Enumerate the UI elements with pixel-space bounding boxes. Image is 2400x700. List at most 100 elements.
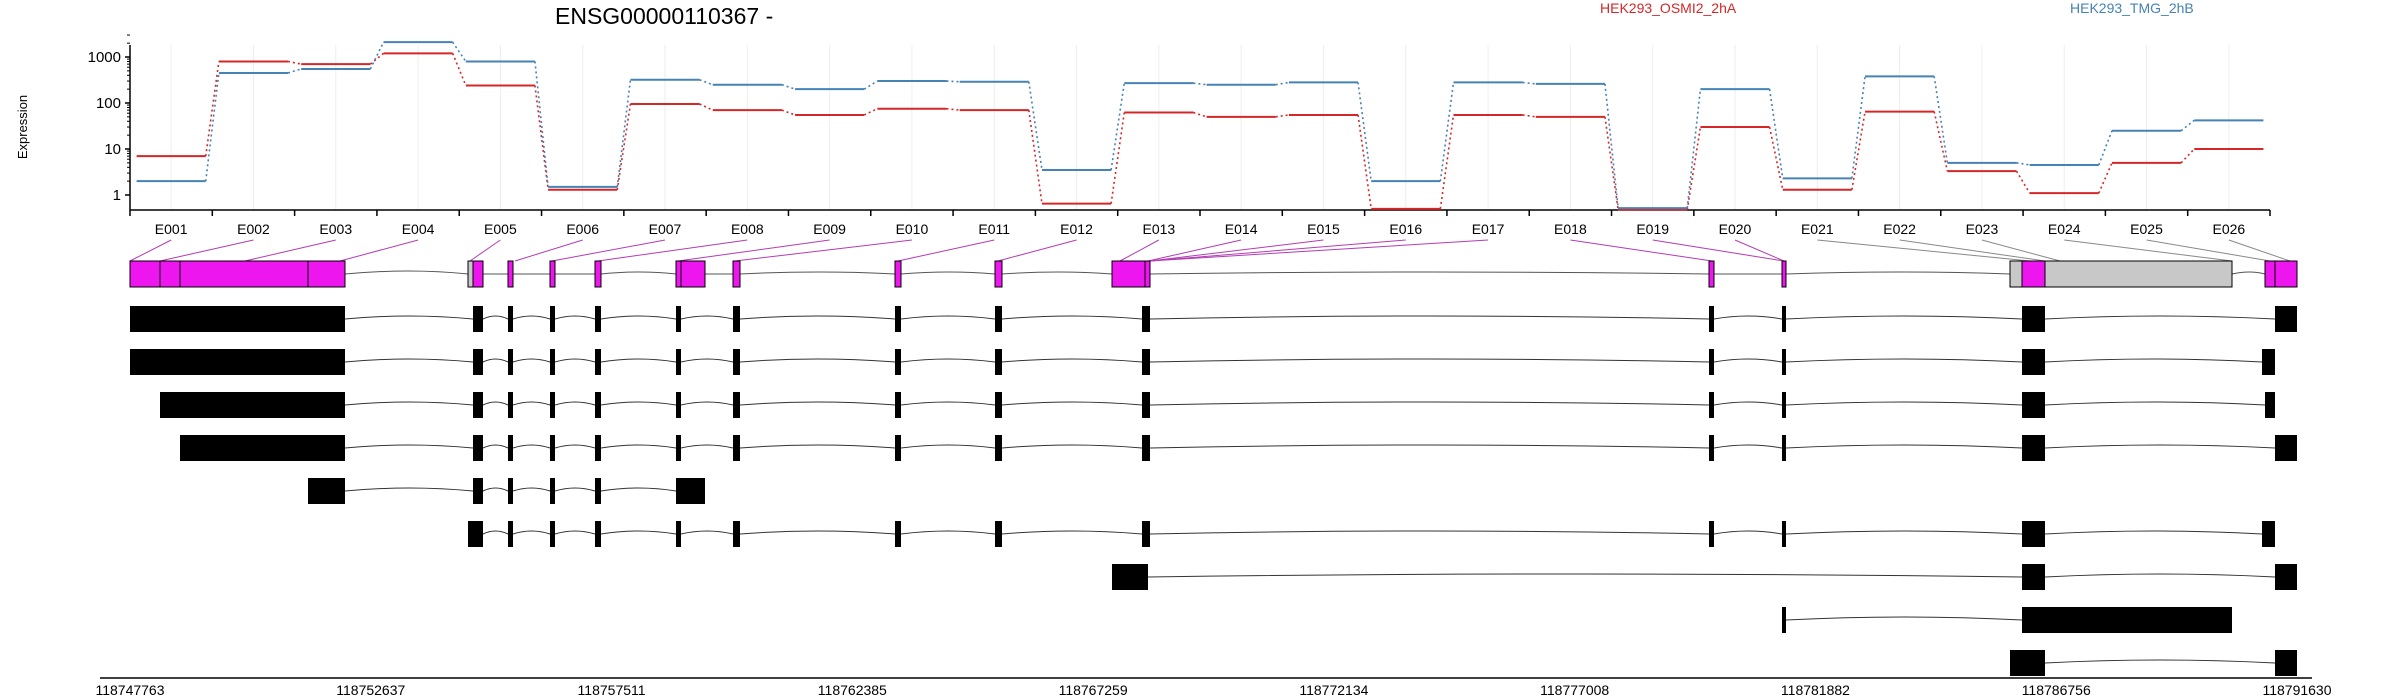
transcript-intron [2044,358,2263,363]
series-connector [1522,81,1536,85]
transcript-exon [2275,435,2297,461]
transcript-exon [895,392,901,418]
transcript-intron [482,444,509,449]
series-connector [1933,76,1949,163]
series-2 [136,41,2264,210]
exon-connector [1652,239,1785,262]
transcript-exon [1782,521,1786,547]
transcript-exon [1782,306,1786,332]
transcript-exon [2022,435,2045,461]
series-connector [1851,76,1866,179]
transcript-exon [1782,392,1786,418]
exon-ticks: E001 E002 E003 E004 E005 E006 E007 E008 E009 E010… [129,210,2271,237]
transcript-exon [895,349,901,375]
gene-model [129,260,2298,288]
transcript-exon [473,306,483,332]
transcript-intron [739,444,896,449]
coordinate-label: 118772134 [1299,682,1368,698]
exon-label: E015 [1307,221,1340,237]
transcript-intron [482,487,509,492]
transcript-exon [473,478,483,504]
transcript-exon [1142,306,1150,332]
series-connector [2016,162,2030,166]
transcript-intron [554,444,596,449]
transcript-exon [2022,392,2045,418]
transcript-exon [676,521,681,547]
transcript-intron [482,315,509,320]
series-connector [1686,126,1702,210]
transcript-intron [482,530,509,535]
transcript-intron [1713,530,1783,535]
exon-box [594,260,602,288]
series-connector [863,108,878,116]
series-connector [204,72,220,182]
transcript-exon [895,435,901,461]
transcript-exon [180,435,345,461]
series-connector [1768,89,1784,179]
transcript-intron [2044,401,2266,406]
transcript-exon [676,478,705,504]
exon-connector [734,239,912,262]
transcript-exon [2022,607,2232,633]
series-connector [1686,89,1702,209]
genomic-axis: 118747763 118752637 118757511 118762385 1187… [95,677,2332,698]
transcript-exon [1112,564,1148,590]
coordinate-label: 118762385 [818,682,887,698]
transcript-intron [1713,444,1783,449]
exon-box [307,260,346,288]
series-connector [2098,162,2113,194]
transcript-exon [1782,349,1786,375]
transcript-exon [2022,564,2045,590]
y-tick-label: 1 [113,187,121,204]
exon-connector [1149,239,1406,262]
exon-box [549,260,556,288]
transcript-exon [508,478,513,504]
exon-connector [2064,239,2233,262]
y-axis-label: Expression [15,95,30,159]
transcript-exon [995,306,1002,332]
exon-connector [597,239,748,262]
transcript-exon [2022,521,2045,547]
exon-connector [514,239,583,262]
axes: 1 10 100 1000 [88,34,2270,211]
transcript-exon [2262,521,2275,547]
exon-label: E012 [1060,221,1093,237]
transcript-intron [600,358,677,363]
exon-label: E002 [237,221,270,237]
exon-label: E017 [1472,221,1505,237]
exon-box [472,260,484,288]
transcript-exon [595,435,601,461]
transcript-intron [900,315,996,320]
transcript-3 [160,392,2275,418]
exon-connector [1149,239,1489,262]
transcript-exon [595,392,601,418]
exon-connector [1817,239,2031,262]
transcript-intron [1785,401,2023,406]
exon-connector [159,239,254,262]
transcript-exon [995,349,1002,375]
series-connector [1193,82,1207,86]
exon-connector [469,239,501,262]
series-connector [534,61,549,187]
series-connector [1522,114,1536,118]
series-connector [1439,114,1455,209]
transcript-exon [676,306,681,332]
exon-box [1781,260,1787,288]
exon-box [179,260,309,288]
exon-label: E016 [1389,221,1422,237]
transcript-intron [482,401,509,406]
transcript-exon [550,306,555,332]
exon-connector [677,239,830,262]
exon-box [507,260,514,288]
transcript-intron [2044,573,2276,578]
transcript-exon [595,521,601,547]
series-connector [2180,148,2195,164]
transcript-exon [1142,435,1150,461]
transcript-intron [344,315,474,320]
transcript-intron [1149,530,1710,535]
coordinate-label: 118752637 [336,682,405,698]
transcript-intron [344,358,474,363]
transcript-intron [512,444,551,449]
transcript-intron [600,444,677,449]
exon-label: E008 [731,221,764,237]
